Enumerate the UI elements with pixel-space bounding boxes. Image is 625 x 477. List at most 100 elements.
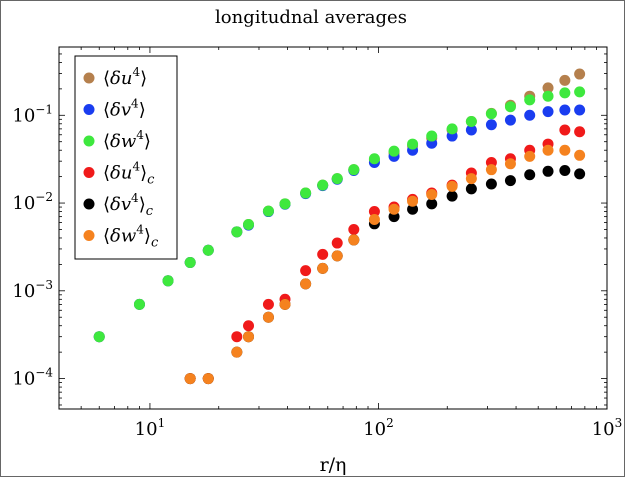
data-point (202, 373, 214, 385)
data-point (388, 203, 400, 215)
legend-label: ⟨δv4⟩c (103, 191, 154, 219)
data-point (262, 205, 274, 217)
data-point (446, 190, 458, 202)
data-point (574, 104, 586, 116)
data-point (504, 158, 516, 170)
data-point (465, 115, 477, 127)
data-point (574, 68, 586, 80)
x-tick-label: 102 (363, 416, 394, 440)
data-point (542, 144, 554, 156)
data-point (524, 169, 536, 181)
x-tick-label: 103 (592, 416, 623, 440)
data-point (331, 237, 343, 249)
data-point (279, 298, 291, 310)
y-tick-label: 10−2 (12, 190, 53, 214)
data-point (331, 173, 343, 185)
data-point (559, 164, 571, 176)
data-point (133, 298, 145, 310)
data-point (407, 203, 419, 215)
data-point (231, 346, 243, 358)
data-point (559, 87, 571, 99)
data-point (559, 74, 571, 86)
y-tick-label: 10−4 (12, 366, 53, 390)
data-point (542, 82, 554, 94)
data-point (465, 173, 477, 185)
data-point (407, 138, 419, 150)
data-point (542, 165, 554, 177)
plot-border (58, 46, 608, 410)
legend-label: ⟨δw4⟩ (103, 128, 151, 152)
legend-marker (83, 135, 95, 147)
chart-title: longitudnal averages (215, 7, 407, 28)
y-tick-label: 10−3 (12, 278, 53, 302)
data-point (231, 226, 243, 238)
data-point (317, 262, 329, 274)
data-point (426, 198, 438, 210)
data-point (504, 101, 516, 113)
data-point (426, 130, 438, 142)
data-point (317, 248, 329, 260)
legend-box (74, 55, 178, 260)
data-point (162, 275, 174, 287)
data-point (184, 257, 196, 269)
data-point (243, 218, 255, 230)
data-point (485, 119, 497, 131)
data-point (407, 195, 419, 207)
data-point (574, 126, 586, 138)
data-point (348, 223, 360, 235)
data-point (524, 150, 536, 162)
data-point (485, 108, 497, 120)
data-point (300, 278, 312, 290)
data-point (388, 145, 400, 157)
data-point (465, 183, 477, 195)
data-point (446, 123, 458, 135)
axis-ticks (58, 47, 608, 409)
legend-marker (83, 167, 95, 178)
data-point (231, 331, 243, 343)
data-point (559, 124, 571, 136)
x-tick-label: 101 (135, 416, 166, 440)
data-point (574, 168, 586, 180)
data-point (485, 164, 497, 176)
legend-marker (83, 104, 95, 115)
x-axis-label: r/η (320, 454, 347, 476)
data-point (93, 331, 105, 343)
data-point (243, 320, 255, 332)
data-point (262, 298, 274, 310)
data-point (184, 373, 196, 385)
legend-marker (83, 72, 95, 84)
data-point (348, 164, 360, 176)
data-point (485, 178, 497, 190)
data-point (300, 265, 312, 277)
data-point (262, 311, 274, 323)
data-point (465, 124, 477, 136)
y-tick-label: 10−1 (12, 102, 53, 126)
data-point (574, 149, 586, 161)
data-point (368, 153, 380, 165)
data-point (446, 180, 458, 192)
data-point (542, 90, 554, 102)
data-point (504, 175, 516, 187)
data-point (202, 244, 214, 256)
data-point (504, 114, 516, 126)
data-point (279, 198, 291, 210)
data-point (368, 206, 380, 218)
data-point (368, 213, 380, 225)
data-point (574, 86, 586, 98)
legend: ⟨δu4⟩ ⟨δv4⟩ ⟨δw4⟩ ⟨δu4⟩c ⟨δv4⟩c ⟨δw4⟩c (74, 55, 178, 260)
data-points (93, 68, 586, 385)
data-point (331, 250, 343, 262)
data-point (559, 104, 571, 116)
legend-marker (83, 230, 95, 241)
data-point (426, 189, 438, 201)
data-point (317, 179, 329, 191)
legend-label: ⟨δw4⟩c (103, 223, 159, 251)
legend-label: ⟨δv4⟩ (103, 97, 146, 121)
data-point (348, 234, 360, 246)
legend-label: ⟨δu4⟩ (103, 65, 147, 89)
data-point (524, 94, 536, 106)
data-point (243, 331, 255, 343)
data-point (559, 144, 571, 156)
